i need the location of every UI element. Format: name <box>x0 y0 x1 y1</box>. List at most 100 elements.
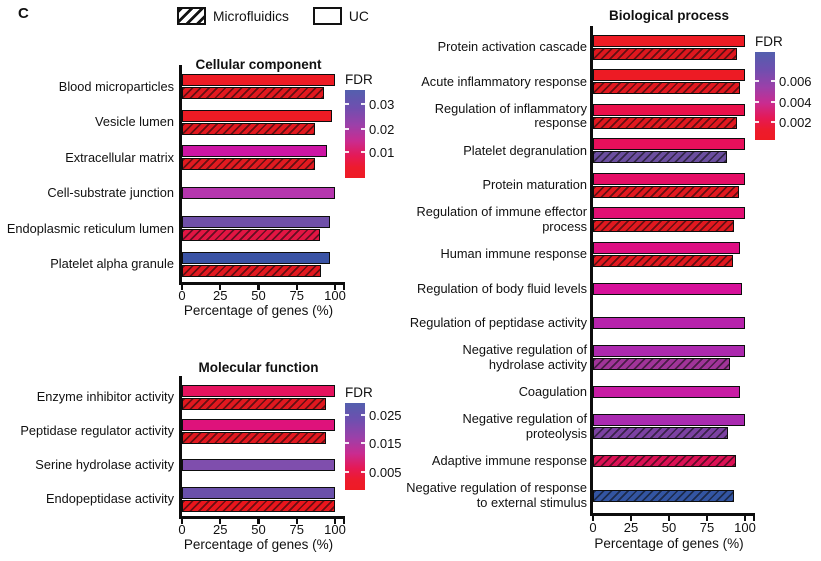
colorbar-tick-label: 0.02 <box>369 122 395 137</box>
category-label: Blood microparticles <box>58 78 174 94</box>
x-tick-label: 50 <box>661 520 677 535</box>
bar-microfluidics <box>182 431 326 444</box>
colorbar-tick-mark <box>361 151 365 153</box>
category-label: Human immune response <box>440 246 587 262</box>
colorbar-tick-mark <box>771 121 775 123</box>
bar-uc <box>182 187 335 200</box>
colorbar-tick-mark <box>345 442 349 444</box>
x-tick-label: 0 <box>178 522 186 537</box>
bar-microfluidics <box>593 358 730 371</box>
colorbar-tick-mark <box>361 103 365 105</box>
bar-microfluidics <box>593 489 735 502</box>
colorbar-tick-label: 0.03 <box>369 97 395 112</box>
x-tick-label: 75 <box>699 520 715 535</box>
bar-uc <box>182 109 332 122</box>
bar-uc <box>593 241 741 254</box>
colorbar-tick-label: 0.005 <box>369 465 402 480</box>
colorbar-tick-mark <box>345 128 349 130</box>
bar-uc <box>593 207 745 220</box>
category-label: Extracellular matrix <box>65 149 174 165</box>
bar-microfluidics <box>182 87 325 100</box>
bar-uc <box>593 138 745 151</box>
bar-uc <box>593 103 745 116</box>
bar-microfluidics <box>593 151 727 164</box>
colorbar-tick-mark <box>361 128 365 130</box>
x-tick-label: 100 <box>324 522 346 537</box>
colorbar-tick-label: 0.015 <box>369 436 402 451</box>
x-tick <box>257 284 260 290</box>
category-label: Coagulation <box>518 384 587 400</box>
x-axis-label: Percentage of genes (%) <box>183 537 334 552</box>
bar-uc <box>182 74 335 87</box>
bar-uc <box>182 418 335 431</box>
colorbar-tick-mark <box>755 80 759 82</box>
category-label: Serine hydrolase activity <box>35 456 174 472</box>
x-tick <box>591 515 595 521</box>
bar-microfluidics <box>182 397 326 410</box>
bar-uc <box>593 345 745 358</box>
category-label: Enzyme inhibitor activity <box>36 388 174 404</box>
x-tick <box>333 284 337 290</box>
bar-microfluidics <box>182 122 316 135</box>
bar-microfluidics <box>593 47 738 60</box>
uc-plain-swatch-icon <box>312 7 342 25</box>
bar-microfluidics <box>182 229 320 242</box>
colorbar-tick-label: 0.004 <box>779 95 812 110</box>
bar-uc <box>593 414 745 427</box>
category-label: Endopeptidase activity <box>45 490 174 506</box>
x-axis-endcap <box>343 284 346 290</box>
x-tick-label: 75 <box>289 288 304 303</box>
colorbar-tick-label: 0.006 <box>779 74 812 89</box>
category-label: Regulation of body fluid levels <box>416 280 587 296</box>
microfluidics-hatched-swatch-icon <box>177 7 206 25</box>
x-axis-label: Percentage of genes (%) <box>183 303 334 318</box>
x-tick <box>295 518 298 524</box>
category-label: Vesicle lumen <box>95 114 174 130</box>
colorbar-tick-mark <box>361 414 365 416</box>
y-axis-spine <box>179 65 182 285</box>
colorbar-tick-mark <box>345 414 349 416</box>
colorbar-tick-mark <box>345 151 349 153</box>
category-label: Negative regulation of proteolysis <box>462 411 588 441</box>
x-axis-spine <box>590 513 756 516</box>
colorbar-tick-label: 0.002 <box>779 115 812 130</box>
y-axis-spine <box>590 26 593 516</box>
chart-title-biological-process: Biological process <box>608 8 730 23</box>
fdr-colorbar-title: FDR <box>345 385 373 400</box>
x-tick-label: 50 <box>251 288 266 303</box>
bar-microfluidics <box>182 264 322 277</box>
x-tick <box>629 515 633 521</box>
colorbar-tick-mark <box>771 101 775 103</box>
bar-microfluidics <box>593 116 738 129</box>
bar-uc <box>593 172 745 185</box>
x-tick-label: 25 <box>213 288 228 303</box>
bar-microfluidics <box>593 427 729 440</box>
x-tick <box>705 515 709 521</box>
x-tick-label: 100 <box>734 520 756 535</box>
x-axis-endcap <box>343 518 346 524</box>
x-tick <box>257 518 260 524</box>
x-tick <box>219 284 222 290</box>
legend-item-uc: UC <box>312 7 369 25</box>
colorbar-tick-label: 0.01 <box>369 145 395 160</box>
colorbar-tick-mark <box>345 471 349 473</box>
x-tick <box>219 518 222 524</box>
legend-label-microfluidics: Microfluidics <box>213 8 289 24</box>
bar-microfluidics <box>593 82 741 95</box>
category-label: Platelet degranulation <box>463 142 587 158</box>
x-tick-label: 0 <box>589 520 597 535</box>
category-label: Adaptive immune response <box>431 453 587 469</box>
y-axis-spine <box>179 376 182 519</box>
category-label: Endoplasmic reticulum lumen <box>6 220 174 236</box>
fdr-colorbar-title: FDR <box>345 72 373 87</box>
bar-uc <box>593 69 745 82</box>
x-tick-label: 50 <box>251 522 266 537</box>
x-tick-label: 25 <box>623 520 639 535</box>
x-tick <box>743 515 747 521</box>
bar-microfluidics <box>182 499 335 512</box>
category-label: Negative regulation of hydrolase activit… <box>462 342 588 372</box>
x-tick-label: 100 <box>324 288 346 303</box>
bar-microfluidics <box>593 455 736 468</box>
panel-label: C <box>18 5 29 22</box>
